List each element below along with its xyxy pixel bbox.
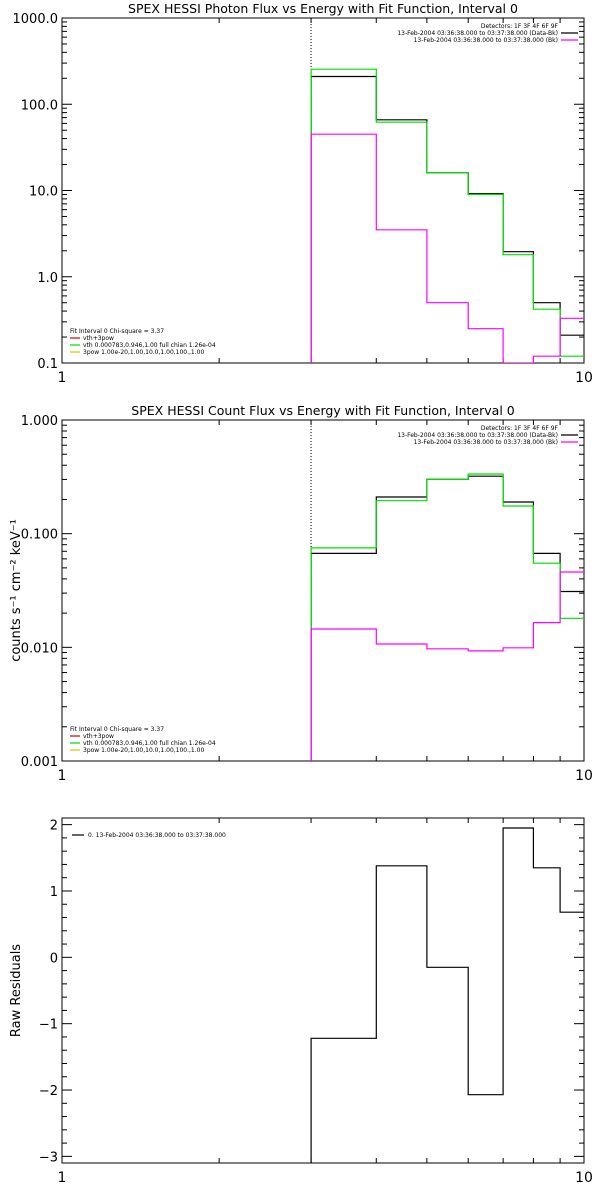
x-tick-label: 1 [58, 370, 67, 386]
legend: 0. 13-Feb-2004 03:36:38.000 to 03:37:38.… [72, 832, 226, 839]
legend-label: vth+3pow [83, 335, 114, 342]
legend: Fit Interval 0 Chi-square = 3.37vth+3pow… [70, 328, 216, 356]
series-data [310, 475, 584, 761]
legend-label: 3pow 1.00e-20,1.00,10.0,1.00,100.,1.00 [83, 747, 204, 754]
y-tick-label: 0.100 [21, 528, 58, 543]
y-tick-label: 1000.0 [13, 12, 59, 27]
plot-frame [61, 817, 585, 1164]
y-tick-label: −1 [39, 1018, 58, 1033]
y-ticks: 0.1 1.0 10.0 100.0 1000.0 [13, 12, 584, 372]
series-model [310, 68, 584, 363]
y-tick-label: −3 [39, 1150, 58, 1165]
y-tick-label: 0 [50, 951, 58, 966]
legend-label: 3pow 1.00e-20,1.00,10.0,1.00,100.,1.00 [83, 349, 204, 356]
chart-title: SPEX HESSI Count Flux vs Energy with Fit… [131, 403, 514, 418]
chart-panel-2: SPEX HESSI Count Flux vs Energy with Fit… [9, 403, 593, 784]
y-tick-label: 2 [50, 819, 58, 834]
y-tick-label: 0.010 [21, 641, 58, 656]
x-tick-label: 10 [575, 1170, 593, 1186]
x-tick-label: 10 [575, 768, 593, 784]
y-tick-label: 0.001 [21, 755, 58, 770]
series-background [310, 571, 584, 761]
legend: Fit Interval 0 Chi-square = 3.37vth+3pow… [70, 726, 216, 754]
series-data [310, 75, 584, 363]
plot-frame [61, 419, 585, 762]
y-ticks: 0.001 0.010 0.100 1.000 [21, 414, 584, 770]
chart-panel-1: SPEX HESSI Photon Flux vs Energy with Fi… [13, 1, 593, 386]
header-line: 13-Feb-2004 03:36:38.000 to 03:37:38.000… [397, 432, 558, 439]
legend-label: vth+3pow [83, 733, 114, 740]
series-group [310, 827, 584, 1163]
y-tick-label: 1 [50, 885, 58, 900]
legend-label: vth 0.000783,0.946,1.00 full chian 1.26e… [83, 342, 216, 349]
header-line: Detectors: 1F 3F 4F 6F 9F [481, 425, 559, 432]
legend-title: Fit Interval 0 Chi-square = 3.37 [70, 328, 164, 335]
series-background [310, 133, 584, 363]
header-line: 13-Feb-2004 03:36:38.000 to 03:37:38.000… [414, 439, 558, 446]
y-tick-label: 100.0 [21, 98, 58, 113]
x-ticks: 1 10 [58, 818, 593, 1186]
legend-title: Fit Interval 0 Chi-square = 3.37 [70, 726, 164, 733]
chart-panel-3: Raw Residuals −3 −2 −1 0 1 2 1 10 0. 13-Feb-2004 … [9, 817, 593, 1186]
series-group [310, 473, 584, 761]
x-tick-label: 1 [58, 1170, 67, 1186]
y-tick-label: 1.000 [21, 414, 58, 429]
legend-label: 0. 13-Feb-2004 03:36:38.000 to 03:37:38.… [88, 832, 226, 839]
series-model [310, 473, 584, 761]
y-axis-label: Raw Residuals [9, 944, 24, 1037]
series-residual [310, 827, 584, 1163]
x-tick-label: 10 [575, 370, 593, 386]
x-tick-label: 1 [58, 768, 67, 784]
y-tick-label: 0.1 [37, 357, 58, 372]
y-tick-label: 1.0 [37, 271, 58, 286]
y-ticks: −3 −2 −1 0 1 2 [39, 819, 584, 1165]
series-group [310, 68, 584, 363]
header-line: 13-Feb-2004 03:36:38.000 to 03:37:38.000… [397, 30, 558, 37]
chart-title: SPEX HESSI Photon Flux vs Energy with Fi… [128, 1, 518, 16]
legend-label: vth 0.000783,0.946,1.00 full chian 1.26e… [83, 740, 216, 747]
header-line: 13-Feb-2004 03:36:38.000 to 03:37:38.000… [414, 37, 558, 44]
header-line: Detectors: 1F 3F 4F 6F 9F [481, 23, 559, 30]
y-tick-label: −2 [39, 1084, 58, 1099]
y-tick-label: 10.0 [29, 185, 58, 200]
y-axis-label: counts s⁻¹ cm⁻² keV⁻¹ [9, 519, 24, 662]
x-ticks: 1 10 [58, 420, 593, 784]
